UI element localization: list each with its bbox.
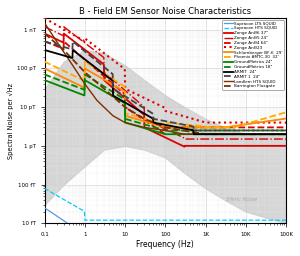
- Title: B - Field EM Sensor Noise Characteristics: B - Field EM Sensor Noise Characteristic…: [79, 7, 251, 16]
- Y-axis label: Spectral Noise per √Hz: Spectral Noise per √Hz: [7, 83, 14, 159]
- Legend: Supracon LTS SQUID, Supracon HTS SQUID, Zonge AnΘ6 37", Zonge AnΘ5 24", Zonge An: Supracon LTS SQUID, Supracon HTS SQUID, …: [222, 20, 284, 90]
- Text: Sferic Noise: Sferic Noise: [226, 197, 257, 202]
- X-axis label: Frequency (Hz): Frequency (Hz): [136, 240, 194, 249]
